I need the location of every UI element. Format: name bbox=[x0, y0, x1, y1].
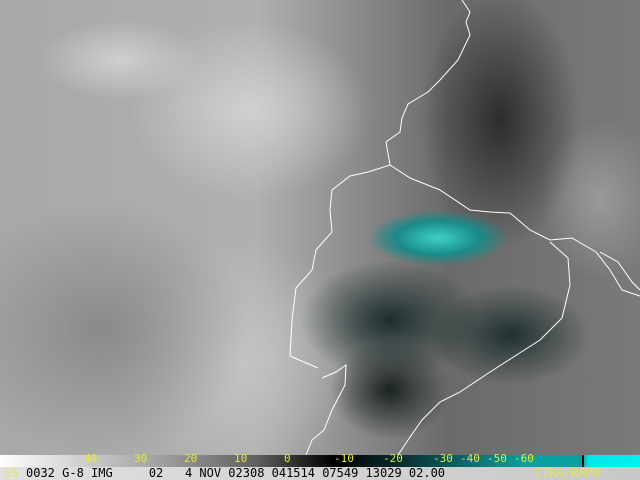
colorbar-label: 20 bbox=[184, 452, 198, 465]
satellite-imagery bbox=[0, 0, 640, 455]
colorbar-label: -20 bbox=[383, 452, 403, 465]
colorbar-label: 10 bbox=[234, 452, 248, 465]
colorbar-label: -60 bbox=[514, 452, 534, 465]
border-line bbox=[289, 0, 471, 369]
temperature-colorbar bbox=[0, 455, 640, 467]
info-bar bbox=[0, 467, 640, 480]
image-metadata: 0032 G-8 IMG 02 4 NOV 02308 041514 07549… bbox=[26, 466, 446, 480]
info-prefix: SS bbox=[4, 466, 19, 480]
credit-label: CIRA/RAMM bbox=[535, 466, 601, 480]
border-line bbox=[389, 164, 640, 297]
colorbar-label: 0 bbox=[284, 452, 291, 465]
coastline bbox=[397, 241, 571, 455]
colorbar-label: -50 bbox=[487, 452, 507, 465]
colorbar-label: 30 bbox=[134, 452, 148, 465]
colorbar-marker bbox=[582, 455, 584, 467]
coastline bbox=[305, 364, 347, 455]
border-line bbox=[599, 251, 640, 291]
colorbar-label: -30 bbox=[433, 452, 453, 465]
colorbar-label: -40 bbox=[460, 452, 480, 465]
colorbar-label: -10 bbox=[334, 452, 354, 465]
political-borders bbox=[289, 0, 640, 455]
colorbar-label: 40 bbox=[84, 452, 98, 465]
